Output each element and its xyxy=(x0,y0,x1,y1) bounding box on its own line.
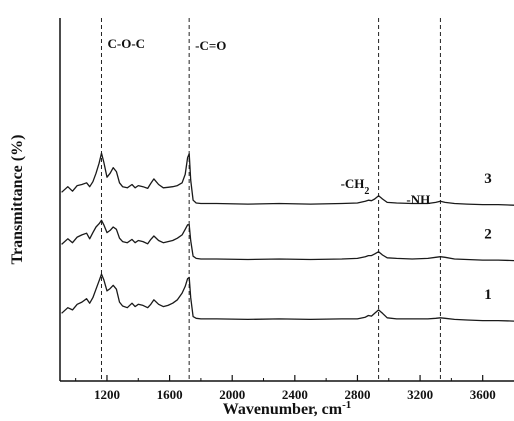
peak-label: -NH xyxy=(406,192,430,207)
x-tick-label: 1200 xyxy=(94,387,120,402)
reference-lines xyxy=(100,18,441,381)
plot-frame xyxy=(59,18,514,382)
curve-labels: 3 2 1 xyxy=(484,171,492,303)
series-line-1 xyxy=(61,273,514,322)
x-tick-label: 1600 xyxy=(157,387,183,402)
series-line-3 xyxy=(61,152,514,206)
peak-label: -C=O xyxy=(195,38,226,53)
x-axis-label: Wavenumber, cm-1 xyxy=(223,399,352,418)
series-line-2 xyxy=(61,219,514,262)
x-tick-label: 2800 xyxy=(344,387,370,402)
x-tick-label: 3600 xyxy=(470,387,496,402)
x-axis-ticks: 1200 1600 2000 2400 2800 3200 3600 xyxy=(75,375,496,402)
curve-label-1: 1 xyxy=(484,287,492,303)
curve-label-3: 3 xyxy=(484,171,492,187)
curve-label-2: 2 xyxy=(484,227,492,243)
x-tick-label: 3200 xyxy=(407,387,433,402)
peak-label: C-O-C xyxy=(107,36,145,51)
peak-annotations: C-O-C -C=O -CH2 -NH xyxy=(107,36,430,207)
peak-label: -CH2 xyxy=(341,176,370,197)
x-tick-label: 2400 xyxy=(282,387,308,402)
y-axis-label: Transmittance (%) xyxy=(9,135,26,265)
spectra-curves xyxy=(61,152,514,322)
x-tick-label: 2000 xyxy=(219,387,245,402)
